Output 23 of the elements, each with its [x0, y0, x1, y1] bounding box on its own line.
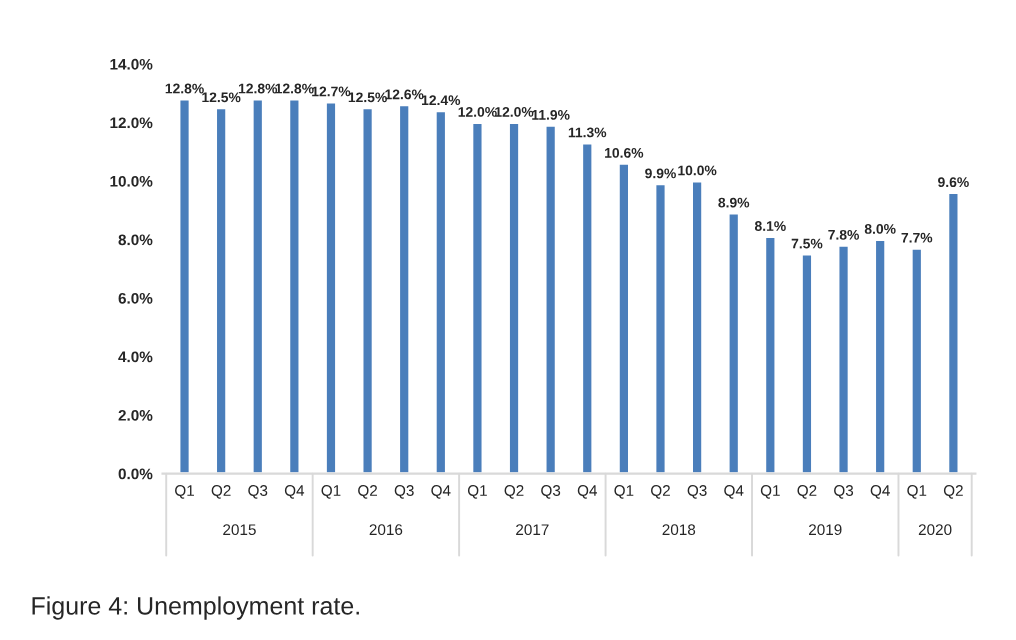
bar	[873, 238, 888, 474]
bar	[324, 100, 338, 474]
bar	[360, 106, 375, 474]
bar	[543, 124, 558, 474]
bar	[250, 97, 265, 474]
bar	[433, 109, 448, 474]
bar	[470, 121, 485, 474]
bar	[726, 211, 741, 474]
bar	[177, 97, 192, 474]
bar	[617, 162, 631, 474]
bar	[946, 191, 961, 474]
bar	[397, 103, 412, 474]
bar	[909, 246, 924, 474]
bar	[763, 235, 778, 474]
bar	[507, 121, 521, 474]
bar	[653, 182, 668, 474]
bar	[580, 141, 595, 474]
caption: Figure 4: Unemployment rate.	[32, 596, 359, 620]
bar	[800, 252, 814, 474]
bar	[690, 179, 704, 474]
bar	[836, 244, 851, 474]
bar	[287, 97, 302, 474]
bar	[214, 106, 229, 474]
